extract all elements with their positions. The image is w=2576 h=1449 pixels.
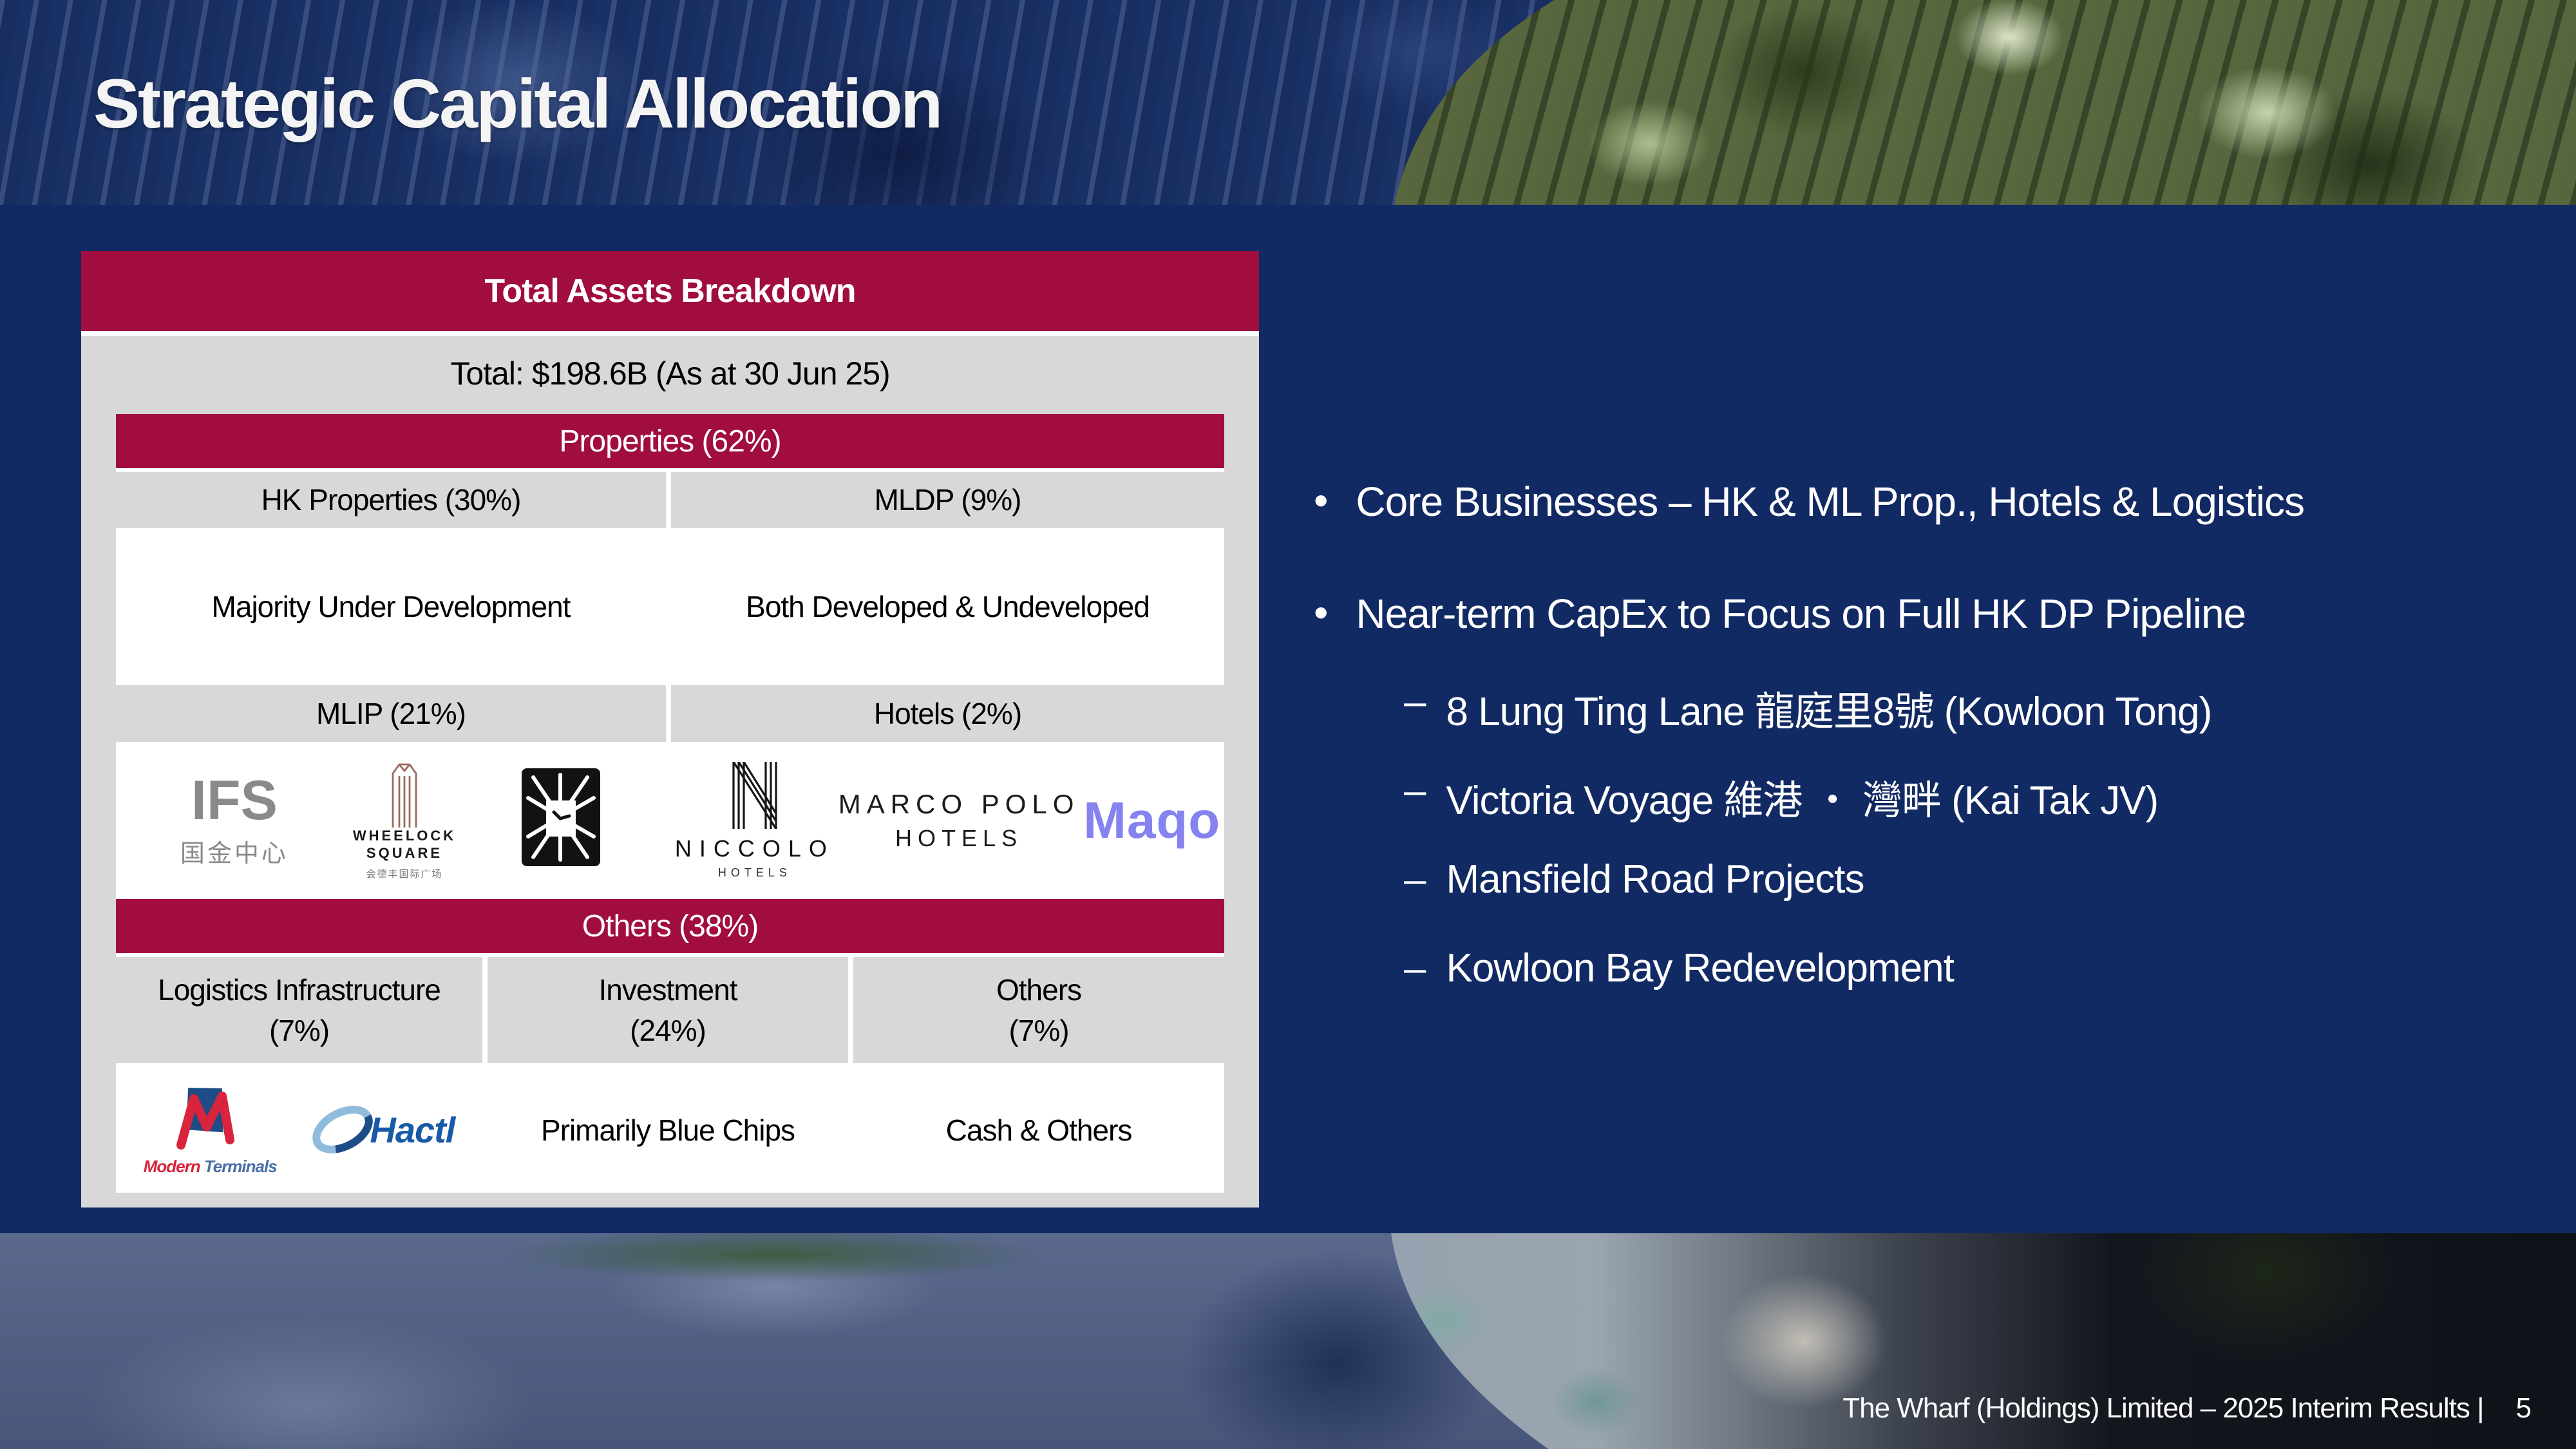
others-section-bar: Others (38%): [116, 899, 1224, 953]
wheelock-logo-line1: WHEELOCK: [352, 828, 457, 844]
footer-text: The Wharf (Holdings) Limited – 2025 Inte…: [1842, 1392, 2484, 1424]
times-square-logo: [520, 767, 601, 875]
footer-photo-terrace: [0, 1233, 2576, 1449]
wheelock-tower-icon: [392, 763, 417, 828]
bullet-core-businesses-text: Core Businesses – HK & ML Prop., Hotels …: [1356, 478, 2305, 525]
bullet-dot-icon: •: [1314, 589, 1328, 636]
ifs-logo-text: IFS: [191, 769, 278, 831]
investment-header: Investment (24%): [488, 957, 848, 1063]
others-col-header-text: Others: [996, 973, 1082, 1007]
modern-terminals-text: Modern Terminals: [143, 1157, 278, 1177]
hk-properties-note: Majority Under Development: [116, 532, 666, 681]
page-number: 5: [2515, 1392, 2532, 1424]
sub-bullet-kowloon-bay: – Kowloon Bay Redevelopment: [1404, 945, 1955, 991]
properties-headers-row: HK Properties (30%) MLDP (9%): [116, 472, 1224, 528]
wheelock-square-logo: WHEELOCK SQUARE 会德丰国际广场: [353, 761, 456, 880]
bullet-dot-icon: •: [1314, 477, 1328, 524]
others-note-cell: Cash & Others: [853, 1067, 1224, 1193]
dash-icon: –: [1404, 946, 1426, 990]
sub-bullet-kowloon-bay-text: Kowloon Bay Redevelopment: [1446, 946, 1954, 990]
dash-icon: –: [1404, 857, 1426, 902]
maqo-logo: Maqo: [1083, 791, 1221, 849]
dash-icon: –: [1404, 679, 1426, 724]
modern-terminals-word2: Terminals: [204, 1157, 278, 1176]
modern-terminals-word1: Modern: [143, 1157, 201, 1176]
sub-bullet-mansfield-road-text: Mansfield Road Projects: [1446, 857, 1864, 902]
logistics-logos-cell: Modern Terminals Hactl: [116, 1067, 482, 1193]
times-square-icon: [522, 768, 601, 866]
mlip-header: MLIP (21%): [116, 685, 666, 742]
hk-properties-header: HK Properties (30%): [116, 472, 666, 528]
sub-bullet-lung-ting-lane: – 8 Lung Ting Lane 龍庭里8號 (Kowloon Tong): [1404, 679, 2212, 737]
niccolo-logo: NICCOLO HOTELS: [674, 761, 835, 880]
marco-polo-line2: HOTELS: [895, 825, 1023, 851]
table-body: Properties (62%) HK Properties (30%) MLD…: [116, 414, 1224, 1193]
header-photo-trees: [0, 0, 2576, 205]
modern-terminals-logo: Modern Terminals: [143, 1083, 278, 1177]
investment-note-cell: Primarily Blue Chips: [488, 1067, 848, 1193]
hactl-logo: Hactl: [304, 1100, 455, 1160]
wheelock-logo-line2: SQUARE: [366, 844, 443, 861]
others-headers-row: Logistics Infrastructure (7%) Investment…: [116, 957, 1224, 1063]
mldp-note: Both Developed & Undeveloped: [671, 532, 1224, 681]
investment-header-text: Investment: [598, 973, 738, 1007]
mlip-logos-cell: IFS 国金中心 WHEELOCK SQUARE: [116, 746, 666, 895]
mlip-hotels-headers-row: MLIP (21%) Hotels (2%): [116, 685, 1224, 742]
bullet-capex-text: Near-term CapEx to Focus on Full HK DP P…: [1356, 591, 2246, 637]
logistics-header-text: Logistics Infrastructure: [158, 973, 441, 1007]
niccolo-n-icon: [732, 761, 777, 829]
niccolo-logo-sub: HOTELS: [717, 866, 791, 879]
hactl-swoosh-icon: [312, 1105, 374, 1153]
slide-footer: The Wharf (Holdings) Limited – 2025 Inte…: [1842, 1392, 2532, 1425]
dash-icon: –: [1404, 768, 1426, 813]
sub-bullet-victoria-voyage-text: Victoria Voyage 維港 ‧ 灣畔 (Kai Tak JV): [1446, 779, 2159, 823]
hotels-logos-cell: NICCOLO HOTELS MARCO POLO HOTELS Maqo: [671, 746, 1224, 895]
others-content-row: Modern Terminals Hactl: [116, 1067, 1224, 1193]
marco-polo-line1: MARCO POLO: [838, 789, 1080, 819]
hactl-logo-text: Hactl: [370, 1110, 455, 1150]
ifs-logo: IFS 国金中心: [180, 773, 289, 869]
table-title-bar: Total Assets Breakdown: [81, 251, 1259, 336]
logistics-header: Logistics Infrastructure (7%): [116, 957, 482, 1063]
bullet-core-businesses: • Core Businesses – HK & ML Prop., Hotel…: [1314, 477, 2305, 526]
properties-logos-row: IFS 国金中心 WHEELOCK SQUARE: [116, 746, 1224, 895]
hotels-header: Hotels (2%): [671, 685, 1224, 742]
niccolo-logo-text: NICCOLO: [674, 835, 835, 862]
others-col-header: Others (7%): [853, 957, 1224, 1063]
modern-terminals-icon: [176, 1088, 235, 1150]
sub-bullet-victoria-voyage: – Victoria Voyage 維港 ‧ 灣畔 (Kai Tak JV): [1404, 768, 2159, 826]
page-title: Strategic Capital Allocation: [93, 64, 943, 142]
marco-polo-hotels-logo: MARCO POLO HOTELS: [838, 789, 1080, 852]
others-col-header-pct: (7%): [1009, 1013, 1069, 1047]
properties-section-bar: Properties (62%): [116, 414, 1224, 468]
wheelock-logo-chinese: 会德丰国际广场: [366, 868, 443, 880]
total-assets-table: Total Assets Breakdown Total: $198.6B (A…: [81, 251, 1259, 1208]
investment-header-pct: (24%): [630, 1013, 706, 1047]
sub-bullet-lung-ting-lane-text: 8 Lung Ting Lane 龍庭里8號 (Kowloon Tong): [1446, 690, 2212, 734]
sub-bullet-mansfield-road: – Mansfield Road Projects: [1404, 857, 1864, 902]
ifs-logo-chinese: 国金中心: [180, 840, 289, 867]
properties-notes-row: Majority Under Development Both Develope…: [116, 532, 1224, 681]
bullet-capex: • Near-term CapEx to Focus on Full HK DP…: [1314, 590, 2246, 638]
table-total-line: Total: $198.6B (As at 30 Jun 25): [450, 355, 890, 392]
logistics-header-pct: (7%): [269, 1013, 330, 1047]
mldp-header: MLDP (9%): [671, 472, 1224, 528]
